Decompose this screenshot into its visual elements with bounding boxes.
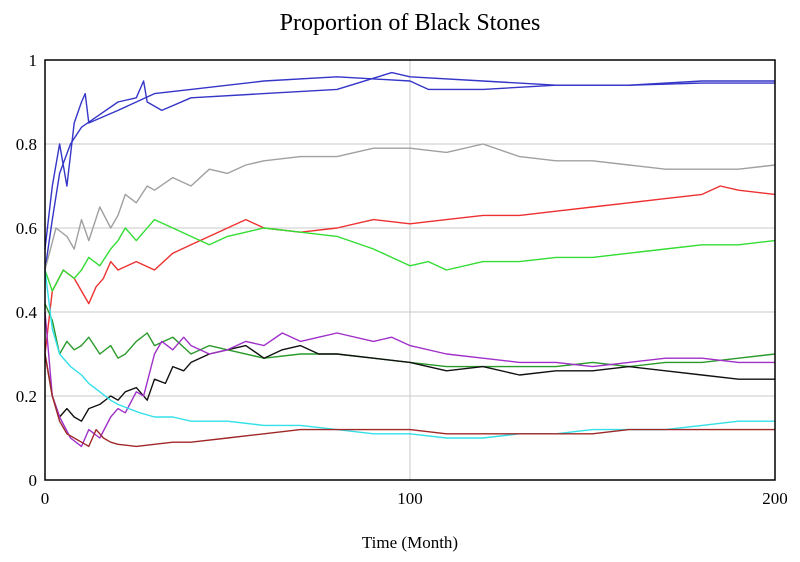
series-line-10 bbox=[44, 353, 775, 448]
series-line-5 bbox=[44, 218, 776, 292]
series-line-8 bbox=[44, 311, 775, 448]
axis-ticks: 0 0.2 0.4 0.6 0.8 1 0 100 200 bbox=[16, 51, 788, 508]
series-group bbox=[44, 71, 776, 448]
x-tick-label: 100 bbox=[397, 489, 423, 508]
series-line-3 bbox=[44, 143, 776, 271]
grid bbox=[45, 60, 775, 480]
series-line-2 bbox=[44, 71, 775, 271]
plot-frame bbox=[44, 59, 776, 481]
x-tick-label: 0 bbox=[41, 489, 50, 508]
series-line-9 bbox=[44, 269, 775, 439]
y-tick-label: 0.4 bbox=[16, 303, 38, 322]
series-line-1 bbox=[44, 76, 775, 250]
chart-title: Proportion of Black Stones bbox=[280, 10, 541, 36]
series-line-4 bbox=[44, 185, 776, 355]
y-tick-label: 1 bbox=[29, 51, 38, 70]
y-tick-label: 0 bbox=[29, 471, 38, 490]
y-tick-label: 0.2 bbox=[16, 387, 37, 406]
y-tick-label: 0.8 bbox=[16, 135, 37, 154]
series-line-6 bbox=[44, 303, 776, 368]
x-tick-label: 200 bbox=[762, 489, 788, 508]
y-tick-label: 0.6 bbox=[16, 219, 37, 238]
x-axis-label: Time (Month) bbox=[362, 533, 458, 552]
